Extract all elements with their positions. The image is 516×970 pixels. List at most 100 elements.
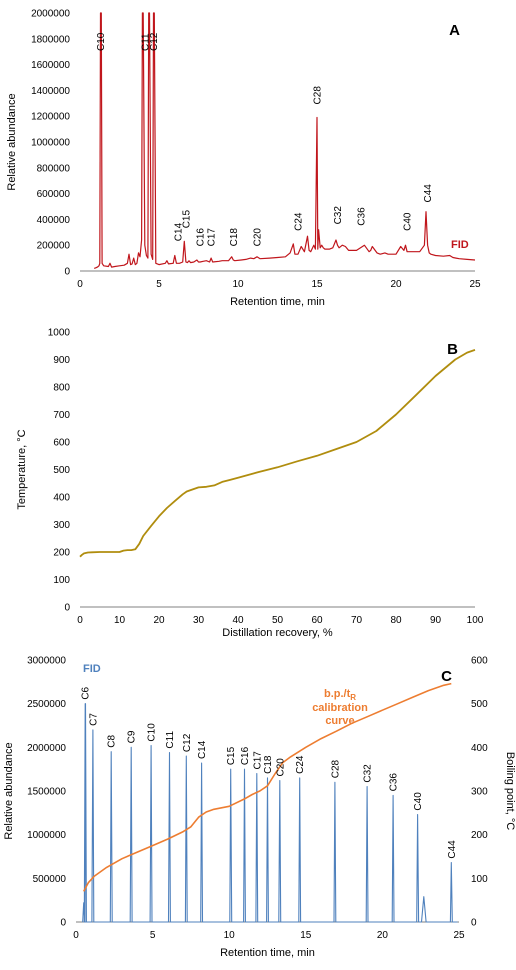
panel-a-peak-label: C10 — [96, 32, 107, 51]
panel-a-peak-label: C18 — [229, 228, 240, 247]
panel-c-y-tick-label: 1000000 — [27, 830, 66, 841]
panel-c-label: C — [441, 668, 452, 685]
panel-c-peak-label: C28 — [330, 759, 341, 778]
panel-c-y-tick-label: 2500000 — [27, 699, 66, 710]
panel-c-x-tick-label: 5 — [150, 930, 156, 941]
panel-a-y-tick-label: 0 — [64, 267, 70, 278]
panel-c-peak-label: C32 — [363, 764, 374, 783]
panel-c-legend-fid: FID — [83, 663, 101, 675]
panel-c: 0 5 10 15 20 25 0 500000 1000000 1500000 2000000 25… — [3, 656, 516, 960]
panel-c-series-fid — [82, 703, 458, 923]
panel-c-peak-label: C24 — [295, 755, 306, 774]
panel-b-y-tick-label: 800 — [53, 383, 70, 394]
panel-a-y-tick-label: 600000 — [37, 189, 71, 200]
panel-c-peak-label: C7 — [88, 713, 99, 726]
panel-c-legend-curve-line3: curve — [325, 715, 354, 727]
panel-a-x-label: Retention time, min — [230, 296, 325, 308]
panel-c-y-tick-label: 1500000 — [27, 787, 66, 798]
panel-b-y-tick-label: 700 — [53, 410, 70, 421]
panel-c-y2-tick-label: 100 — [471, 874, 488, 885]
panel-a-x-tick-label: 20 — [390, 279, 402, 290]
panel-a-y-tick-label: 1200000 — [31, 112, 70, 123]
panel-c-peak-label: C44 — [447, 840, 458, 859]
panel-c-y2-tick-label: 300 — [471, 787, 488, 798]
panel-c-x-tick-label: 15 — [300, 930, 312, 941]
panel-c-y2-tick-label: 600 — [471, 656, 488, 667]
panel-b-y-tick-label: 400 — [53, 493, 70, 504]
panel-a-peak-label: C36 — [357, 207, 368, 226]
panel-c-y2-tick-label: 200 — [471, 830, 488, 841]
panel-c-x-tick-label: 10 — [224, 930, 236, 941]
panel-a-peak-label: C12 — [149, 32, 160, 51]
panel-c-x-tick-label: 25 — [453, 930, 465, 941]
panel-c-y-tick-label: 3000000 — [27, 656, 66, 667]
panel-a-y-tick-label: 400000 — [37, 215, 71, 226]
panel-c-x-tick-label: 0 — [73, 930, 79, 941]
panel-c-y2-tick-label: 0 — [471, 918, 477, 929]
panel-c-y2-tick-label: 500 — [471, 699, 488, 710]
panel-a-peak-label: C20 — [252, 228, 263, 247]
panel-c-peak-label: C36 — [389, 773, 400, 792]
panel-c-peak-label: C16 — [240, 746, 251, 765]
panel-c-peak-label: C11 — [165, 731, 176, 749]
panel-a-label: A — [449, 22, 460, 39]
panel-b-y-tick-label: 1000 — [48, 328, 71, 339]
panel-b-x-tick-label: 30 — [193, 615, 205, 626]
panel-a-x-tick-label: 10 — [232, 279, 244, 290]
panel-a-x-tick-label: 25 — [469, 279, 481, 290]
panel-a-peak-label: C44 — [423, 184, 434, 203]
panel-b-y-tick-label: 0 — [64, 603, 70, 614]
panel-a-y-tick-label: 2000000 — [31, 9, 70, 20]
panel-c-peak-label: C40 — [413, 792, 424, 811]
panel-a-peak-label: C16 — [196, 228, 207, 247]
panel-a-peak-label: C32 — [333, 206, 344, 225]
panel-c-peak-label: C8 — [107, 734, 118, 747]
panel-b-x-tick-label: 100 — [467, 615, 484, 626]
panel-c-series-calibration-curve — [82, 682, 452, 892]
panel-c-legend-curve-line2: calibration — [312, 702, 368, 714]
panel-b-x-tick-label: 60 — [311, 615, 323, 626]
panel-b-y-tick-label: 300 — [53, 520, 70, 531]
panel-a-y-tick-label: 1000000 — [31, 138, 70, 149]
panel-c-peak-label: C9 — [127, 730, 138, 743]
panel-c-peak-label: C14 — [197, 740, 208, 759]
panel-c-peak-label: C10 — [147, 723, 158, 742]
panel-c-peak-label: C18 — [263, 755, 274, 774]
panel-b-label: B — [447, 341, 458, 358]
panel-a-peak-label: C28 — [313, 86, 324, 105]
panel-a-x-tick-label: 0 — [77, 279, 83, 290]
panel-a-legend-fid: FID — [451, 239, 469, 251]
panel-c-x-label: Retention time, min — [220, 947, 315, 959]
panel-b-x-tick-label: 10 — [114, 615, 126, 626]
panel-c-y2-tick-label: 400 — [471, 743, 488, 754]
panel-a-peak-label: C11 — [140, 33, 151, 51]
panel-c-y-tick-label: 500000 — [33, 874, 67, 885]
panel-c-peak-label: C15 — [226, 746, 237, 765]
panel-a-peak-label: C14 — [173, 222, 184, 241]
panel-c-peak-label: C12 — [182, 733, 193, 752]
panel-b-x-tick-label: 70 — [351, 615, 363, 626]
panel-a-peak-label: C24 — [294, 212, 305, 231]
panel-c-y-tick-label: 2000000 — [27, 743, 66, 754]
panel-b: 0 10 20 30 40 50 60 70 80 90 100010020030040050060… — [16, 328, 484, 640]
panel-b-y-tick-label: 900 — [53, 355, 70, 366]
panel-b-x-tick-label: 50 — [272, 615, 284, 626]
panel-a-x-tick-label: 5 — [156, 279, 162, 290]
panel-a-y-tick-label: 200000 — [37, 241, 71, 252]
panel-b-x-label: Distillation recovery, % — [222, 627, 333, 639]
panel-b-y-label: Temperature, °C — [16, 429, 28, 509]
panel-b-y-tick-label: 500 — [53, 465, 70, 476]
panel-b-y-tick-label: 100 — [53, 575, 70, 586]
panel-a-y-tick-label: 800000 — [37, 163, 71, 174]
panel-c-y-label: Relative abundance — [3, 742, 15, 839]
panel-a: 0 5 10 15 20 25 0 200000 400000 600000 800000 10000… — [6, 9, 481, 309]
panel-a-y-tick-label: 1400000 — [31, 86, 70, 97]
panel-b-x-tick-label: 90 — [430, 615, 442, 626]
panel-a-peak-label: C15 — [181, 210, 192, 229]
panel-b-x-tick-label: 80 — [390, 615, 402, 626]
panel-c-peak-label: C17 — [252, 751, 263, 770]
panel-a-series-fid — [93, 12, 476, 269]
panel-b-x-tick-label: 0 — [77, 615, 83, 626]
panel-b-y-tick-label: 600 — [53, 438, 70, 449]
